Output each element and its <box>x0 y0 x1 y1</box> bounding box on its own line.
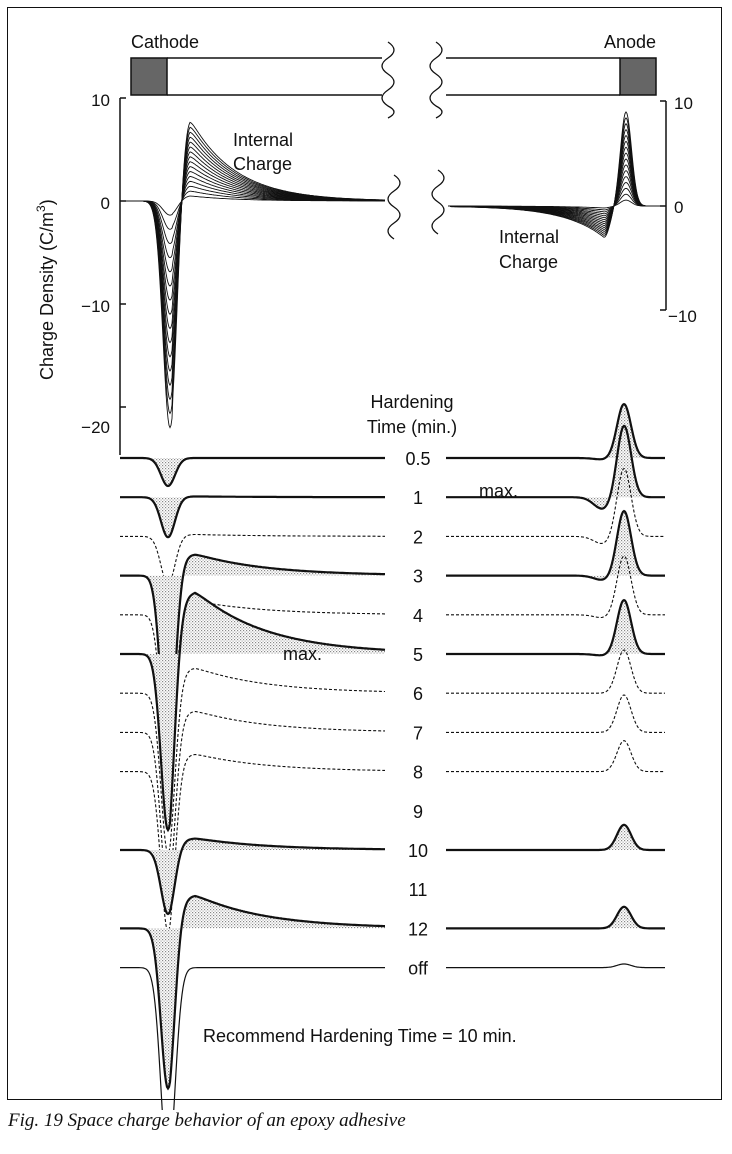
left-axis: 10 0 −10 −20 Charge Density (C/m3) <box>34 91 126 455</box>
cathode-electrode <box>130 57 168 96</box>
hardening-title-line2: Time (min.) <box>367 417 457 437</box>
left-tick-label-minus10: −10 <box>81 297 110 316</box>
series-curve-anode <box>446 467 665 544</box>
series-curve-cathode <box>120 495 385 539</box>
series-curve-cathode <box>120 753 385 933</box>
overlay-cathode-curve <box>120 136 385 387</box>
series-label: 8 <box>413 763 423 783</box>
series-curve-cathode <box>120 894 385 1091</box>
series-label: 11 <box>409 880 428 900</box>
series-label: 0.5 <box>405 449 430 469</box>
series-label: 4 <box>413 606 423 626</box>
series-curve-anode <box>446 694 665 733</box>
series-curve-cathode <box>120 591 386 833</box>
series-curve-cathode <box>120 967 385 1110</box>
overlay-anode-curve <box>448 111 662 238</box>
series-label: off <box>408 959 429 979</box>
internal-charge-left-line2: Charge <box>233 154 292 174</box>
series-curve-anode <box>446 963 665 969</box>
series-curve-anode <box>446 649 665 694</box>
internal-charge-left-line1: Internal <box>233 130 293 150</box>
sample-schematic: Cathode Anode <box>130 32 657 119</box>
break-mark-top-1 <box>381 41 395 119</box>
series-shade-cathode <box>120 592 385 830</box>
series-curve-cathode <box>120 456 385 488</box>
series-curve-anode <box>446 905 665 930</box>
recommend-note: Recommend Hardening Time = 10 min. <box>203 1026 517 1046</box>
series-curve-anode <box>446 424 665 510</box>
break-mark-mid-2 <box>431 169 445 235</box>
series-curve-anode <box>446 402 665 461</box>
max-label-right: max. <box>479 481 518 501</box>
left-tick-label-10: 10 <box>91 91 110 110</box>
overlay-curves-anode <box>448 111 662 238</box>
overlay-cathode-curve <box>120 146 386 358</box>
series-shade-cathode <box>120 896 385 1089</box>
series-label: 5 <box>413 645 423 665</box>
series-shade-anode <box>446 511 665 580</box>
series-shade-anode <box>446 906 665 929</box>
series-shade-anode <box>446 600 665 656</box>
series-label: 12 <box>408 919 428 939</box>
series-curve-anode <box>446 823 665 852</box>
left-tick-label-minus20: −20 <box>81 418 110 437</box>
right-axis: 10 0 −10 <box>660 94 697 326</box>
figure-caption: Fig. 19 Space charge behavior of an epox… <box>8 1110 406 1131</box>
series-label: 2 <box>413 527 423 547</box>
series-shade-cathode <box>120 838 385 914</box>
series-shade-cathode <box>120 496 385 538</box>
break-mark-mid-1 <box>387 174 401 240</box>
right-tick-label-minus10: −10 <box>668 307 697 326</box>
series-curve-anode <box>446 598 665 657</box>
series-label: 1 <box>413 488 423 508</box>
series-shade-anode <box>446 426 665 509</box>
break-mark-top-2 <box>429 41 443 119</box>
left-tick-label-0: 0 <box>101 194 110 213</box>
series-curve-anode <box>446 509 665 581</box>
right-tick-label-10: 10 <box>674 94 693 113</box>
cathode-label: Cathode <box>131 32 199 52</box>
overlay-cathode-curve <box>120 121 385 429</box>
series-label: 10 <box>408 841 428 861</box>
anode-label: Anode <box>604 32 656 52</box>
series-curve-anode <box>446 740 665 773</box>
series-label: 7 <box>413 723 423 743</box>
series-curve-cathode <box>120 600 385 768</box>
series-label: 3 <box>413 567 423 587</box>
series-shade-cathode <box>120 458 385 486</box>
figure-frame <box>7 7 722 1100</box>
overlay-cathode-curve <box>120 141 385 372</box>
hardening-title-line1: Hardening <box>370 392 453 412</box>
overlay-curves-cathode <box>120 121 386 429</box>
internal-charge-right-line1: Internal <box>499 227 559 247</box>
series-curve-anode <box>446 555 665 619</box>
max-label-left: max. <box>283 644 322 664</box>
internal-charge-right-line2: Charge <box>499 252 558 272</box>
space-charge-chart: Cathode Anode 10 0 −10 −20 Charge Densit… <box>34 32 697 1110</box>
y-axis-label: Charge Density (C/m3) <box>34 199 57 380</box>
right-tick-label-0: 0 <box>674 198 683 217</box>
anode-electrode <box>619 57 657 96</box>
series-label: 9 <box>413 802 423 822</box>
series-label: 6 <box>413 684 423 704</box>
series-curve-cathode <box>120 667 385 855</box>
series-curve-cathode <box>120 837 385 916</box>
series-shade-anode <box>446 824 665 850</box>
